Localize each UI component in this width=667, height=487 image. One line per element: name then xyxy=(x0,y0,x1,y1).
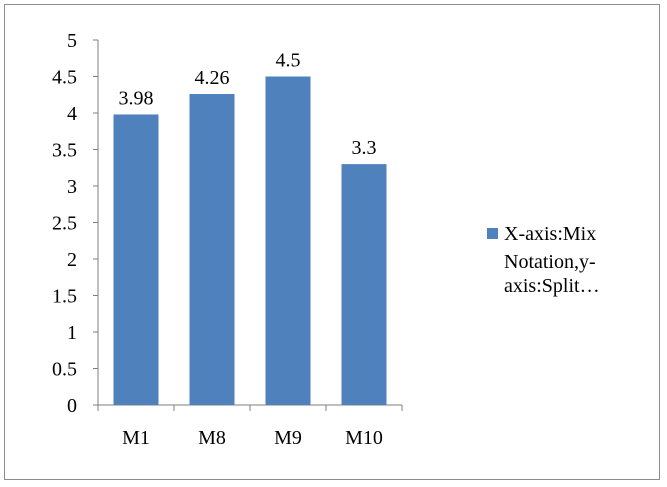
y-tick-label: 1 xyxy=(67,322,77,344)
bars xyxy=(113,76,387,406)
y-tick-label: 1.5 xyxy=(52,286,77,308)
bar-m8 xyxy=(189,94,235,406)
y-tick-label: 0 xyxy=(67,395,77,417)
data-label: 4.26 xyxy=(195,67,230,89)
y-tick-label: 2.5 xyxy=(52,213,77,235)
chart-frame xyxy=(4,4,660,480)
y-tick-label: 5 xyxy=(67,30,77,52)
x-tick-label: M8 xyxy=(198,427,226,449)
data-label: 3.3 xyxy=(352,137,377,159)
legend-line-3: axis:Split… xyxy=(504,275,600,297)
y-tick-label: 0.5 xyxy=(52,359,77,381)
x-tick-label: M10 xyxy=(345,427,383,449)
legend-swatch xyxy=(487,228,498,239)
data-labels: 3.98 4.26 4.5 3.3 xyxy=(119,50,377,160)
y-tick-label: 3.5 xyxy=(52,140,77,162)
x-tick-label: M1 xyxy=(122,427,150,449)
bar-m10 xyxy=(341,164,387,405)
bar-m1 xyxy=(113,114,159,406)
y-tick-label: 4 xyxy=(67,103,77,125)
y-tick-label: 2 xyxy=(67,249,77,271)
bar-m9 xyxy=(265,76,311,405)
legend-line-1: X-axis:Mix xyxy=(504,223,596,245)
legend-line-2: Notation,y- xyxy=(504,251,596,273)
y-tick-label: 3 xyxy=(67,176,77,198)
data-label: 4.5 xyxy=(276,50,301,72)
y-tick-label: 4.5 xyxy=(52,67,77,89)
x-tick-label: M9 xyxy=(274,427,302,449)
legend: X-axis:Mix Notation,y- axis:Split… xyxy=(487,223,600,297)
data-label: 3.98 xyxy=(119,87,154,109)
y-tick-labels: 0 0.5 1 1.5 2 2.5 3 3.5 4 4.5 5 xyxy=(52,30,77,417)
x-tick-labels: M1 M8 M9 M10 xyxy=(122,427,383,449)
